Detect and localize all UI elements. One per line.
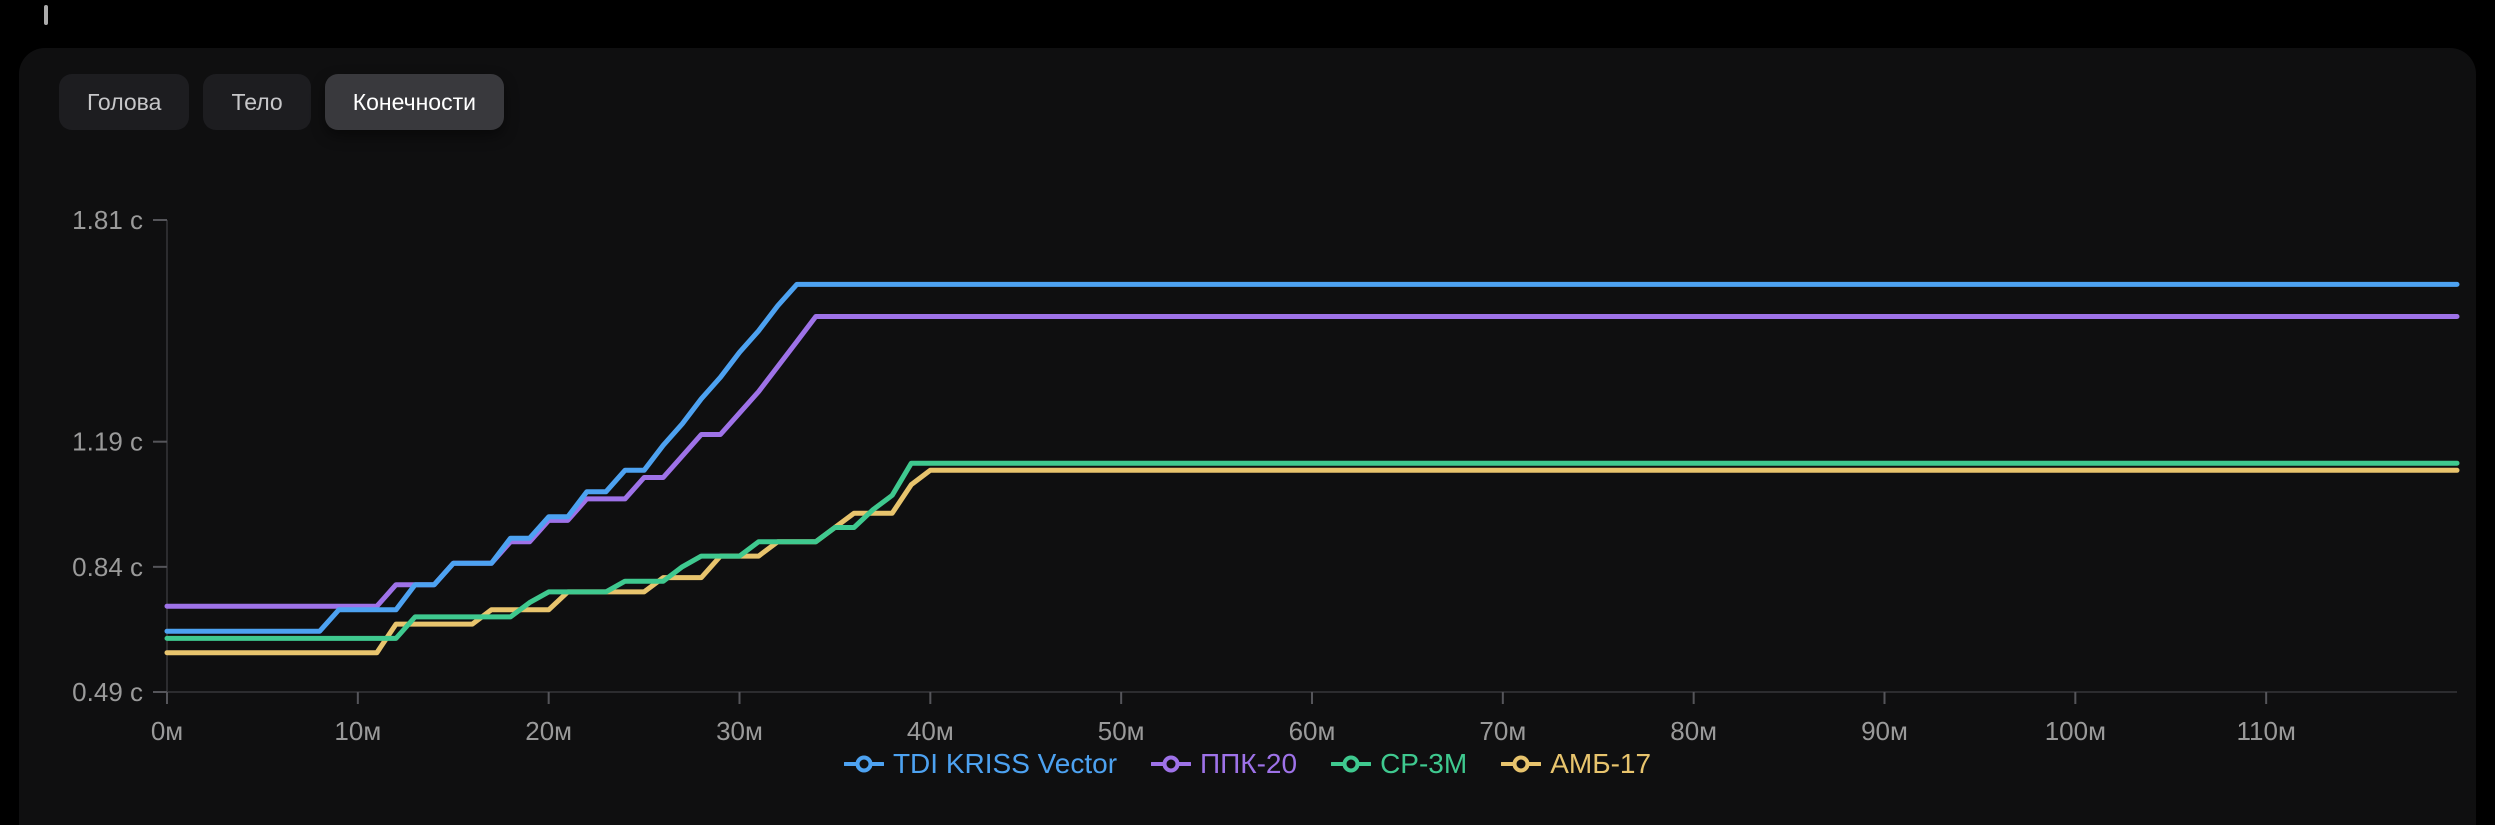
series-line-tdi-kriss-vector — [164, 281, 2460, 634]
stray-caret-mark — [44, 5, 48, 25]
legend-label: АМБ-17 — [1550, 748, 1652, 779]
legend-item-tdi-kriss-vector[interactable]: TDI KRISS Vector — [843, 748, 1118, 779]
legend-item-sr-3m[interactable]: СР-3М — [1331, 750, 1467, 778]
tab-limbs[interactable]: Конечности — [324, 74, 504, 130]
legend-label: СР-3М — [1380, 748, 1468, 779]
legend-marker-icon — [843, 755, 884, 773]
x-axis-tick-label: 0м — [151, 716, 183, 746]
chart-panel: Голова Тело Конечности — [19, 48, 2476, 825]
x-axis-tick-label: 110м — [2237, 716, 2296, 746]
x-axis-tick-label: 70м — [1479, 716, 1526, 746]
tab-head[interactable]: Голова — [59, 74, 190, 130]
x-axis-tick-label: 50м — [1098, 716, 1145, 746]
legend-marker-icon — [1501, 755, 1542, 773]
legend-item-amb-17[interactable]: АМБ-17 — [1501, 750, 1651, 778]
series-line-sr-3m — [164, 460, 2460, 641]
legend-label: ППК-20 — [1200, 748, 1298, 779]
legend-item-ppk-20[interactable]: ППК-20 — [1151, 750, 1297, 778]
y-axis-tick-label: 1.19 с — [72, 427, 143, 457]
tab-bar: Голова Тело Конечности — [59, 74, 504, 130]
x-axis-tick-label: 20м — [525, 716, 572, 746]
x-axis-tick-label: 60м — [1289, 716, 1336, 746]
x-axis-tick-label: 100м — [2045, 716, 2106, 746]
x-axis-tick-label: 40м — [907, 716, 954, 746]
legend-label: TDI KRISS Vector — [892, 748, 1118, 779]
tab-body[interactable]: Тело — [203, 74, 311, 130]
x-axis-tick-label: 30м — [716, 716, 763, 746]
chart-legend: TDI KRISS Vector ППК-20 СР-3М АМБ-17 — [0, 750, 2495, 778]
legend-marker-icon — [1151, 755, 1192, 773]
x-axis-tick-label: 10м — [334, 716, 381, 746]
legend-marker-icon — [1331, 755, 1372, 773]
series-line-amb-17 — [164, 467, 2460, 656]
y-axis-tick-label: 0.49 с — [72, 677, 143, 707]
x-axis-tick-label: 80м — [1670, 716, 1717, 746]
y-axis-tick-label: 0.84 с — [72, 552, 143, 582]
y-axis-tick-label: 1.81 с — [72, 205, 143, 235]
x-axis-tick-label: 90м — [1861, 716, 1908, 746]
